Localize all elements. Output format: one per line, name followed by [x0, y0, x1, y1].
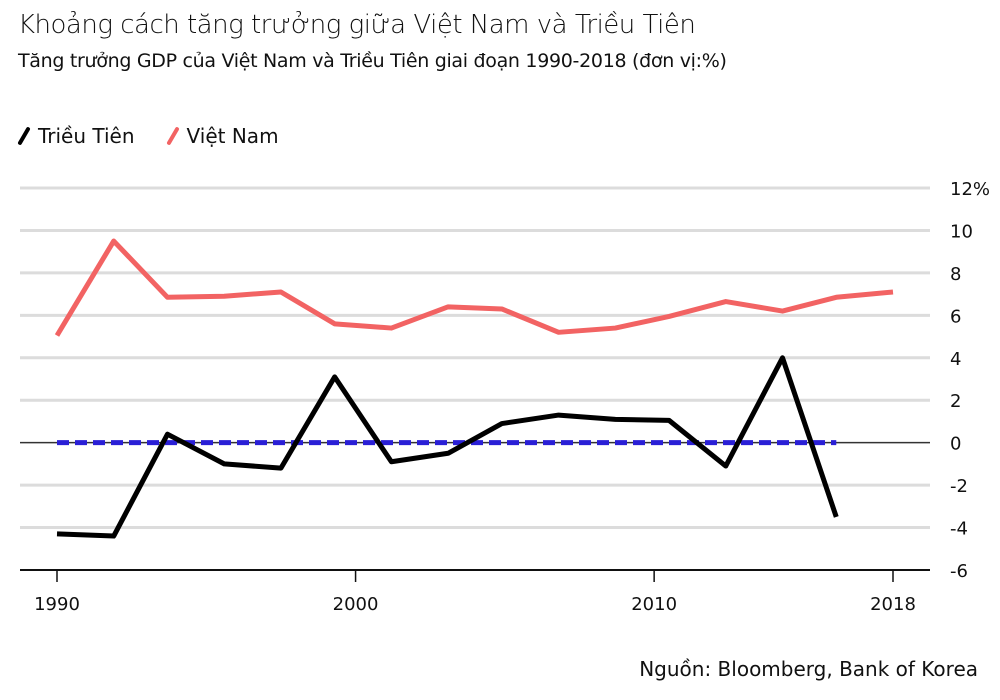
legend-item-trieu-tien: Triều Tiên	[17, 124, 135, 148]
y-tick-label: 2	[950, 391, 961, 412]
y-tick-label: 10	[950, 221, 973, 242]
x-tick-label: 2018	[870, 594, 916, 615]
y-tick-label: 8	[950, 264, 961, 285]
y-tick-label: 12%	[950, 179, 990, 200]
series-line-viet-nam	[54, 238, 894, 337]
legend-label: Triều Tiên	[38, 124, 135, 148]
y-tick-label: -2	[950, 476, 968, 497]
y-tick-label: 4	[950, 349, 961, 370]
y-tick-label: -4	[950, 519, 968, 540]
y-tick-label: -6	[950, 561, 968, 582]
source-note: Nguồn: Bloomberg, Bank of Korea	[639, 657, 978, 681]
x-tick-label: 2010	[631, 594, 677, 615]
x-tick-label: 1990	[34, 594, 80, 615]
legend-label: Việt Nam	[186, 124, 279, 148]
series-line-trieu-tien	[56, 355, 839, 539]
chart-subtitle: Tăng trưởng GDP của Việt Nam và Triều Ti…	[18, 50, 727, 72]
y-tick-label: 0	[950, 434, 961, 455]
y-tick-label: 6	[950, 306, 961, 327]
chart-title: Khoảng cách tăng trưởng giữa Việt Nam và…	[18, 10, 696, 40]
legend-item-viet-nam: Việt Nam	[165, 124, 279, 148]
x-tick-label: 2000	[333, 594, 379, 615]
legend: Triều Tiên Việt Nam	[17, 124, 279, 148]
